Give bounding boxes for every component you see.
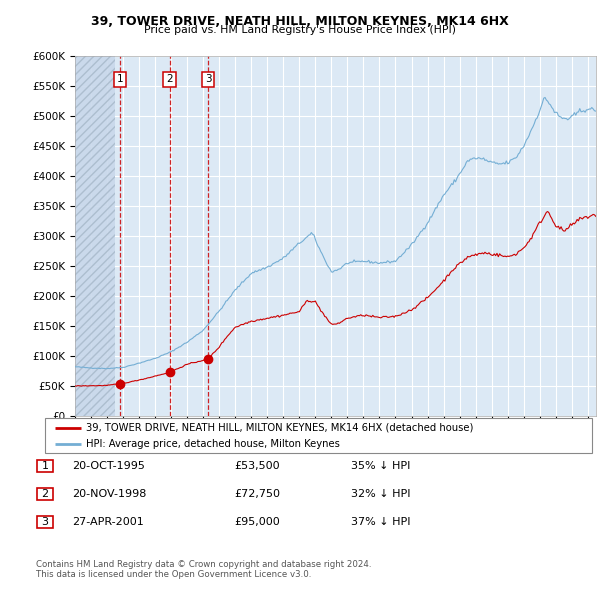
Text: £53,500: £53,500 [234,461,280,471]
Text: 3: 3 [205,74,211,84]
Text: 39, TOWER DRIVE, NEATH HILL, MILTON KEYNES, MK14 6HX (detached house): 39, TOWER DRIVE, NEATH HILL, MILTON KEYN… [86,422,473,432]
FancyBboxPatch shape [37,516,53,528]
Text: This data is licensed under the Open Government Licence v3.0.: This data is licensed under the Open Gov… [36,570,311,579]
Text: Contains HM Land Registry data © Crown copyright and database right 2024.: Contains HM Land Registry data © Crown c… [36,559,371,569]
Text: Price paid vs. HM Land Registry's House Price Index (HPI): Price paid vs. HM Land Registry's House … [144,25,456,35]
FancyBboxPatch shape [37,460,53,472]
Text: 39, TOWER DRIVE, NEATH HILL, MILTON KEYNES, MK14 6HX: 39, TOWER DRIVE, NEATH HILL, MILTON KEYN… [91,15,509,28]
Text: HPI: Average price, detached house, Milton Keynes: HPI: Average price, detached house, Milt… [86,440,340,449]
Text: 20-NOV-1998: 20-NOV-1998 [72,489,146,499]
Text: £95,000: £95,000 [234,517,280,527]
Text: 27-APR-2001: 27-APR-2001 [72,517,144,527]
FancyBboxPatch shape [45,418,592,453]
Text: 32% ↓ HPI: 32% ↓ HPI [351,489,410,499]
Text: £72,750: £72,750 [234,489,280,499]
FancyBboxPatch shape [37,488,53,500]
Text: 20-OCT-1995: 20-OCT-1995 [72,461,145,471]
Bar [75,56,115,416]
Text: 1: 1 [41,461,49,471]
Text: 1: 1 [116,74,123,84]
Text: 35% ↓ HPI: 35% ↓ HPI [351,461,410,471]
Text: 2: 2 [41,489,49,499]
Text: 37% ↓ HPI: 37% ↓ HPI [351,517,410,527]
Text: 3: 3 [41,517,49,527]
Text: 2: 2 [166,74,173,84]
